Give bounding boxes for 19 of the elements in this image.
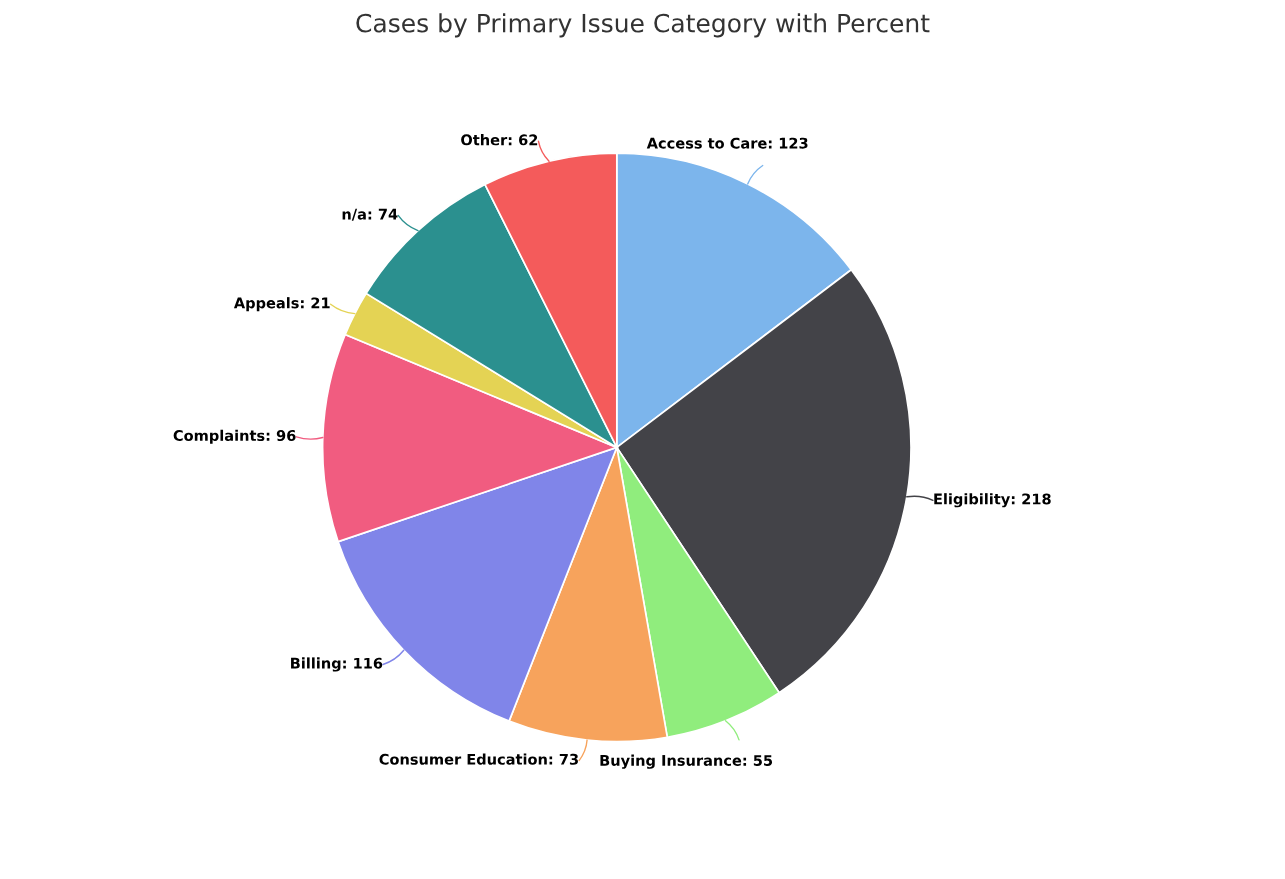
slice-label: Appeals: [233, 297, 299, 312]
slice-label: Access to Care: [646, 137, 767, 149]
slice-label: Eligibility: [934, 493, 1011, 508]
data-label: : 96: [266, 430, 296, 442]
data-label: : 55: [743, 755, 773, 766]
data-label: : 73: [549, 753, 578, 765]
data-label: : 218: [1011, 493, 1051, 505]
slice-label: Buying Insurance: [600, 754, 742, 769]
slice-label: n/a: [342, 208, 366, 221]
slice-label: Consumer Education: [379, 753, 547, 765]
data-label: : 74: [368, 208, 398, 220]
slice-label: Complaints: [173, 429, 265, 444]
data-label: : 62: [508, 134, 538, 146]
chart-title: Cases by Primary Issue Category with Percent: [356, 13, 930, 38]
slice-label: Billing: [291, 657, 341, 672]
data-label: : 21: [301, 297, 330, 309]
data-label: : 116: [343, 657, 383, 669]
data-label: : 123: [768, 137, 808, 149]
slice-label: Other: [461, 134, 508, 146]
